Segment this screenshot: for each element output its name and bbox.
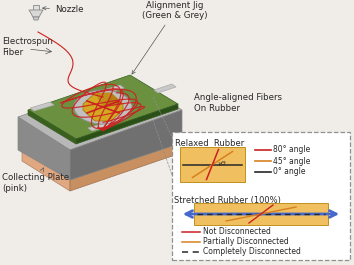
Text: Electrospun
Fiber: Electrospun Fiber <box>2 37 53 57</box>
Polygon shape <box>29 10 43 17</box>
Polygon shape <box>33 5 39 10</box>
Text: Partially Disconnected: Partially Disconnected <box>203 237 289 246</box>
Bar <box>194 203 328 225</box>
Text: Completely Disconnected: Completely Disconnected <box>203 248 301 257</box>
Polygon shape <box>83 93 123 121</box>
Polygon shape <box>95 93 111 107</box>
Text: 45° angle: 45° angle <box>273 157 310 166</box>
Polygon shape <box>18 117 70 180</box>
Polygon shape <box>154 84 176 93</box>
Text: 80° angle: 80° angle <box>273 145 310 154</box>
Ellipse shape <box>74 90 132 124</box>
Polygon shape <box>18 77 182 150</box>
Polygon shape <box>100 85 124 94</box>
Text: Relaxed  Rubber: Relaxed Rubber <box>175 139 245 148</box>
Text: Nozzle: Nozzle <box>42 5 84 14</box>
Text: Stretched Rubber (100%): Stretched Rubber (100%) <box>173 196 280 205</box>
Polygon shape <box>28 75 178 139</box>
Text: Not Disconnected: Not Disconnected <box>203 227 271 236</box>
Polygon shape <box>70 143 178 191</box>
Polygon shape <box>76 104 178 144</box>
Bar <box>180 147 245 182</box>
Polygon shape <box>22 150 70 191</box>
Polygon shape <box>88 122 112 131</box>
FancyBboxPatch shape <box>172 132 350 260</box>
Polygon shape <box>70 110 182 180</box>
Text: Angle-aligned Fibers
On Rubber: Angle-aligned Fibers On Rubber <box>194 93 282 113</box>
Polygon shape <box>28 110 76 144</box>
Text: γΘ: γΘ <box>217 161 226 166</box>
Text: Alignment Jig
(Green & Grey): Alignment Jig (Green & Grey) <box>132 1 208 74</box>
Polygon shape <box>103 93 123 107</box>
Text: Collecting Plate
(pink): Collecting Plate (pink) <box>2 168 69 193</box>
Polygon shape <box>30 102 54 111</box>
Polygon shape <box>22 113 178 180</box>
Polygon shape <box>33 17 39 20</box>
Text: 0° angle: 0° angle <box>273 167 306 176</box>
